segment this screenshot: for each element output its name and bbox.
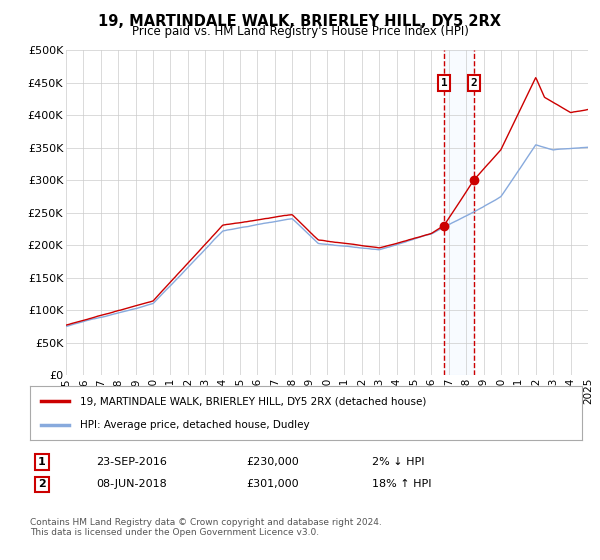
Text: HPI: Average price, detached house, Dudley: HPI: Average price, detached house, Dudl…	[80, 419, 310, 430]
Bar	[444, 50, 474, 375]
Text: Price paid vs. HM Land Registry's House Price Index (HPI): Price paid vs. HM Land Registry's House …	[131, 25, 469, 38]
Text: 08-JUN-2018: 08-JUN-2018	[96, 479, 167, 489]
Text: 23-SEP-2016: 23-SEP-2016	[96, 457, 167, 467]
Text: Contains HM Land Registry data © Crown copyright and database right 2024.
This d: Contains HM Land Registry data © Crown c…	[30, 518, 382, 538]
Text: 2% ↓ HPI: 2% ↓ HPI	[372, 457, 425, 467]
Text: 1: 1	[441, 78, 448, 88]
Text: 19, MARTINDALE WALK, BRIERLEY HILL, DY5 2RX (detached house): 19, MARTINDALE WALK, BRIERLEY HILL, DY5 …	[80, 396, 426, 407]
Text: 2: 2	[470, 78, 477, 88]
Text: 1: 1	[38, 457, 46, 467]
Text: 19, MARTINDALE WALK, BRIERLEY HILL, DY5 2RX: 19, MARTINDALE WALK, BRIERLEY HILL, DY5 …	[98, 14, 502, 29]
Text: 2: 2	[38, 479, 46, 489]
Text: 18% ↑ HPI: 18% ↑ HPI	[372, 479, 431, 489]
Text: £301,000: £301,000	[246, 479, 299, 489]
Text: £230,000: £230,000	[246, 457, 299, 467]
